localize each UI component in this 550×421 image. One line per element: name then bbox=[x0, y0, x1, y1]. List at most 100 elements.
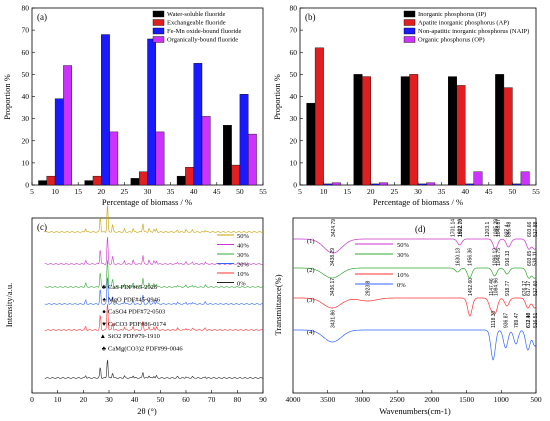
d-peak-label: 918.77 bbox=[505, 280, 511, 296]
c-xtick-label: 60 bbox=[182, 395, 190, 404]
b-bar bbox=[417, 183, 427, 186]
b-xtick-label: 35 bbox=[438, 187, 446, 196]
b-legend-swatch bbox=[403, 27, 416, 35]
panel-a-xlabel: Percentage of biomass / % bbox=[102, 197, 192, 207]
a-ytick-label: 50 bbox=[22, 70, 30, 79]
d-peak-label: 3438.29 bbox=[330, 248, 336, 266]
c-phase-symbol: ▲ bbox=[100, 333, 106, 340]
d-trace-label: (4) bbox=[307, 329, 315, 336]
a-bar bbox=[193, 63, 203, 186]
d-peak-label: 895.48 bbox=[507, 221, 513, 237]
c-trace bbox=[44, 359, 264, 379]
c-trace bbox=[44, 205, 264, 233]
d-peak-label: 936.87 bbox=[504, 312, 510, 328]
c-legend-label: 40% bbox=[237, 243, 250, 250]
panel-c-ylabel: Intensity/a.u. bbox=[4, 283, 14, 327]
b-xtick-label: 55 bbox=[532, 187, 540, 196]
c-xtick-label: 90 bbox=[259, 395, 267, 404]
a-legend-swatch bbox=[152, 19, 165, 26]
c-phase-label: MgO PDF#45-0946 bbox=[108, 296, 161, 303]
b-bar bbox=[353, 74, 363, 186]
c-phase-label: SiO2 PDF#79-1910 bbox=[108, 333, 160, 340]
c-phase-label: CaSO4 PDF#72-0503 bbox=[108, 309, 165, 316]
a-bar bbox=[231, 164, 241, 186]
a-ytick-label: 10 bbox=[22, 158, 30, 167]
panel-d: (d) 4000 3500 3000 2500 2000 1500 1000 500 (1) 3… bbox=[273, 217, 542, 416]
b-bar bbox=[503, 87, 513, 186]
a-bar bbox=[176, 175, 186, 186]
a-xtick-label: 55 bbox=[259, 187, 267, 196]
a-bar bbox=[84, 180, 94, 186]
d-trace-label: (1) bbox=[307, 238, 315, 245]
b-bar bbox=[323, 183, 333, 186]
b-ytick-label: 70 bbox=[290, 26, 298, 35]
c-phase-symbol: ♥ bbox=[102, 321, 106, 328]
a-legend-label: Exchangeable fluoride bbox=[167, 20, 226, 27]
d-peak-label: 603.66 bbox=[527, 221, 533, 237]
d-peak-label: 1085.29 bbox=[493, 219, 499, 237]
a-legend-swatch bbox=[152, 10, 165, 18]
d-trace bbox=[293, 267, 537, 279]
b-xtick-label: 40 bbox=[461, 187, 469, 196]
panel-a-label: (a) bbox=[37, 12, 47, 22]
c-xtick-label: 20 bbox=[80, 395, 88, 404]
a-bar bbox=[130, 178, 140, 186]
d-xtick-label: 2000 bbox=[424, 395, 439, 404]
b-bar bbox=[379, 182, 388, 186]
d-peak-label: 1048.87 bbox=[496, 219, 502, 237]
panel-b-ylabel: Proportion % bbox=[272, 74, 282, 120]
d-peak-label: 1203.1 bbox=[485, 221, 491, 237]
d-trace bbox=[293, 297, 537, 317]
b-bar bbox=[473, 171, 483, 186]
c-xtick-label: 70 bbox=[208, 395, 216, 404]
b-xtick-label: 10 bbox=[320, 187, 328, 196]
a-xtick-label: 50 bbox=[236, 187, 244, 196]
b-legend-label: Inorganic phosphorus (IP) bbox=[418, 11, 486, 18]
b-bar bbox=[400, 76, 410, 186]
d-peak-label: 927.4 bbox=[504, 224, 510, 237]
panel-b-xlabel: Percentage of biomass / % bbox=[373, 197, 463, 207]
b-bar bbox=[306, 102, 316, 186]
b-ytick-label: 60 bbox=[290, 48, 298, 57]
a-xtick-label: 30 bbox=[144, 187, 152, 196]
d-legend-label: 0% bbox=[397, 282, 406, 289]
b-xtick-label: 15 bbox=[343, 187, 351, 196]
a-bar bbox=[201, 116, 211, 186]
a-bar bbox=[63, 65, 72, 186]
d-peak-label: 617.17 bbox=[526, 280, 532, 296]
d-peak-label: 3424.79 bbox=[331, 219, 337, 237]
c-trace bbox=[44, 260, 264, 288]
d-peak-label: 518.11 bbox=[533, 251, 539, 266]
b-ytick-label: 30 bbox=[290, 114, 298, 123]
c-legend-label: 30% bbox=[237, 252, 250, 259]
d-xtick-label: 3500 bbox=[320, 395, 335, 404]
b-legend-label: Organic phosphorus (OP) bbox=[418, 37, 485, 44]
panel-d-label: (d) bbox=[415, 224, 426, 234]
b-bar bbox=[409, 74, 419, 186]
d-peak-label: 1701.14 bbox=[451, 219, 457, 237]
c-trace bbox=[44, 303, 264, 331]
b-ytick-label: 40 bbox=[290, 92, 298, 101]
d-peak-label: 676.17 bbox=[522, 280, 528, 296]
b-bar bbox=[362, 76, 371, 186]
a-xtick-label: 15 bbox=[74, 187, 82, 196]
d-xtick-label: 2500 bbox=[390, 395, 405, 404]
a-bar bbox=[109, 131, 119, 186]
c-xtick-label: 50 bbox=[157, 395, 165, 404]
b-xtick-label: 5 bbox=[298, 187, 302, 196]
d-trace-label: (3) bbox=[307, 297, 315, 304]
a-legend-swatch bbox=[152, 36, 165, 43]
d-peak-label: 516.51 bbox=[533, 312, 539, 328]
a-bar bbox=[155, 131, 165, 186]
a-bar bbox=[46, 175, 56, 186]
d-peak-label: 789.47 bbox=[514, 312, 520, 328]
b-bar bbox=[314, 47, 324, 186]
b-bar bbox=[495, 74, 505, 186]
b-xtick-label: 30 bbox=[414, 187, 422, 196]
a-ytick-label: 0 bbox=[25, 181, 29, 190]
d-peak-label: 3431.86 bbox=[330, 310, 336, 328]
d-peak-label: 613.10 bbox=[526, 312, 532, 328]
c-phase-symbol: ● bbox=[102, 309, 106, 316]
d-xtick-label: 500 bbox=[530, 395, 542, 404]
d-xtick-label: 1000 bbox=[494, 395, 509, 404]
